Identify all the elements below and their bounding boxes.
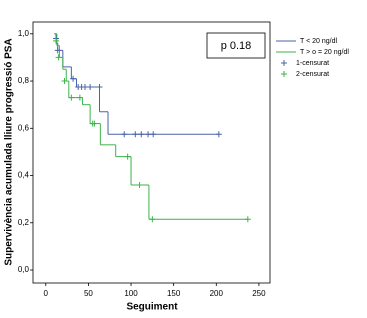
legend-label: 1-censurat: [296, 60, 329, 67]
censor-mark: [138, 131, 145, 138]
legend-marker: [281, 60, 287, 66]
censor-mark: [96, 83, 103, 90]
censor-mark: [53, 37, 60, 44]
censor-mark: [124, 153, 131, 160]
censor-mark: [145, 131, 152, 138]
censor-mark: [70, 75, 77, 82]
x-axis-label: Seguiment: [126, 302, 178, 313]
censor-mark: [76, 94, 83, 101]
x-tick-label: 100: [124, 289, 138, 298]
censor-mark: [68, 94, 75, 101]
censor-mark: [61, 78, 68, 85]
legend-marker: [281, 71, 287, 77]
y-axis-label: Supervivència acumulada lliure progressi…: [4, 38, 15, 265]
censor-mark: [87, 83, 94, 90]
x-tick-label: 250: [252, 289, 266, 298]
censor-mark: [136, 181, 143, 188]
x-tick-label: 50: [84, 289, 93, 298]
y-tick-label: 1,0: [18, 29, 30, 38]
y-tick-label: 0,0: [18, 265, 30, 274]
censor-mark: [54, 47, 61, 54]
x-tick-label: 0: [44, 289, 49, 298]
y-tick-label: 0,4: [18, 171, 30, 180]
censor-mark: [55, 54, 62, 61]
censor-mark: [149, 216, 156, 223]
censor-mark: [244, 216, 251, 223]
y-tick-label: 0,8: [18, 76, 30, 85]
x-tick-label: 150: [167, 289, 181, 298]
censor-mark: [121, 131, 128, 138]
legend-label: T < 20 ng/dl: [300, 38, 337, 45]
annotation-box: [206, 32, 266, 59]
censor-mark: [82, 83, 89, 90]
censor-mark: [132, 131, 139, 138]
x-tick-label: 200: [210, 289, 224, 298]
censor-mark: [150, 131, 157, 138]
annotation: p 0.18: [221, 40, 252, 52]
legend-label: 2-censurat: [296, 71, 329, 78]
y-tick-label: 0,2: [18, 218, 30, 227]
censor-mark: [215, 131, 222, 138]
censor-mark: [91, 120, 98, 127]
y-tick-label: 0,6: [18, 123, 30, 132]
legend-label: T > o = 20 ng/dl: [300, 49, 349, 56]
plot-frame: [32, 21, 271, 284]
